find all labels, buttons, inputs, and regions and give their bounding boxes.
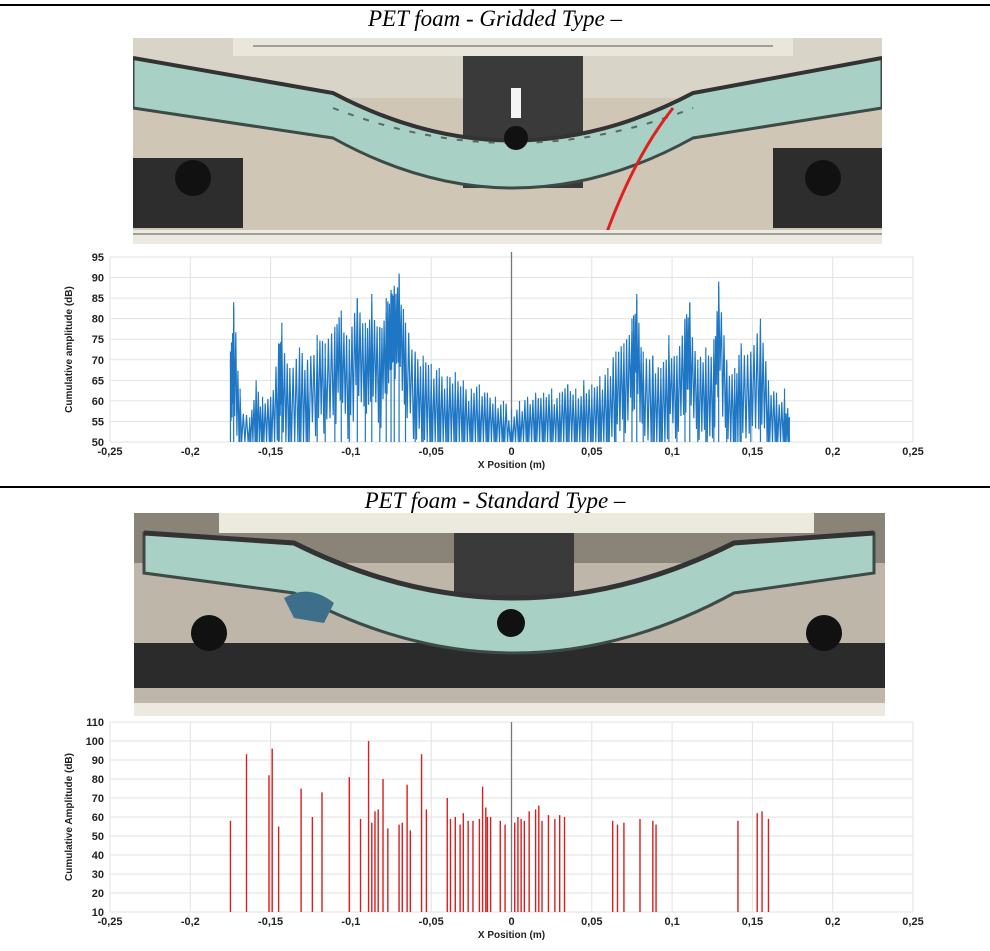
y-axis-label: Cumulative amplitude (dB): [64, 286, 75, 413]
x-tick-label: 0: [508, 916, 514, 928]
y-tick-label: 55: [92, 416, 104, 428]
x-axis-label: X Position (m): [478, 460, 545, 471]
x-tick-label: -0,2: [181, 916, 200, 928]
y-tick-label: 10: [92, 907, 104, 919]
top-border: [0, 4, 990, 6]
y-tick-label: 50: [92, 831, 104, 843]
x-tick-label: 0,1: [664, 916, 679, 928]
x-tick-label: -0,1: [341, 446, 360, 458]
y-tick-label: 90: [92, 273, 104, 285]
y-tick-label: 110: [86, 717, 104, 729]
y-tick-label: 95: [92, 252, 104, 264]
y-tick-label: 100: [86, 736, 104, 748]
x-tick-label: -0,25: [97, 446, 122, 458]
x-tick-label: -0,1: [341, 916, 360, 928]
x-tick-label: 0,2: [825, 446, 840, 458]
x-tick-label: 0,2: [825, 916, 840, 928]
x-tick-label: 0,25: [902, 446, 923, 458]
x-tick-label: 0,15: [742, 916, 763, 928]
x-tick-label: -0,05: [419, 916, 444, 928]
x-tick-label: -0,2: [181, 446, 200, 458]
x-tick-label: 0,15: [742, 446, 763, 458]
y-tick-label: 65: [92, 375, 104, 387]
photo-standard-beam: [134, 513, 885, 716]
panel-title-gridded: PET foam - Gridded Type –: [367, 6, 623, 31]
x-tick-label: -0,15: [258, 446, 283, 458]
x-tick-label: 0,25: [902, 916, 923, 928]
panel-title-standard: PET foam - Standard Type –: [364, 488, 626, 513]
y-tick-label: 20: [92, 888, 104, 900]
x-tick-label: -0,15: [258, 916, 283, 928]
y-tick-label: 60: [92, 396, 104, 408]
x-tick-label: -0,05: [419, 446, 444, 458]
y-tick-label: 85: [92, 293, 104, 305]
y-axis-label: Cumulative Amplitude (dB): [64, 753, 75, 881]
chart-gridded-amplitude: 50 55 60 65 70 75 80 85 90 95 -0,25 -0,2 -0,15 -0,1 -0…: [64, 252, 924, 471]
chart-standard-amplitude: 10 20 30 40 50 60 70 80 90 100 110 -0,25 -0,2 -0,15 -0…: [64, 717, 924, 941]
y-tick-label: 50: [92, 437, 104, 449]
y-tick-label: 75: [92, 334, 104, 346]
x-tick-label: -0,25: [97, 916, 122, 928]
photo-gridded-beam: [133, 38, 882, 244]
x-axis-label: X Position (m): [478, 930, 545, 941]
y-tick-label: 60: [92, 812, 104, 824]
y-tick-label: 70: [92, 355, 104, 367]
y-tick-label: 80: [92, 774, 104, 786]
x-tick-label: 0: [508, 446, 514, 458]
y-tick-label: 80: [92, 314, 104, 326]
y-tick-label: 90: [92, 755, 104, 767]
y-tick-label: 70: [92, 793, 104, 805]
x-tick-label: 0,1: [664, 446, 679, 458]
y-tick-label: 40: [92, 850, 104, 862]
y-tick-label: 30: [92, 869, 104, 881]
x-tick-label: 0,05: [581, 446, 602, 458]
x-tick-label: 0,05: [581, 916, 602, 928]
middle-divider: [0, 486, 990, 488]
